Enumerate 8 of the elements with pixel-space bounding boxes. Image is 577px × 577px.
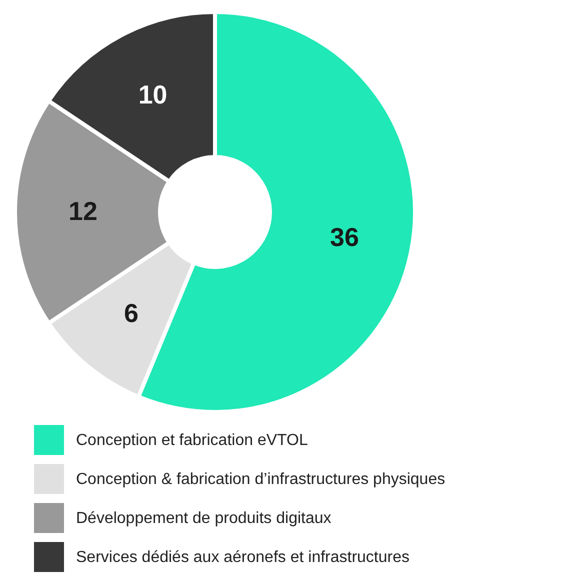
legend-label: Services dédiés aux aéronefs et infrastructures [76,549,410,566]
data-label: 36 [330,222,359,252]
data-label: 12 [68,196,98,226]
data-label: 6 [124,298,138,328]
legend-label: Conception et fabrication eVTOL [76,432,308,449]
data-label: 10 [138,80,168,110]
legend-label: Développement de produits digitaux [76,510,332,527]
legend-label: Conception & fabrication d’infrastructures physiques [76,471,446,488]
